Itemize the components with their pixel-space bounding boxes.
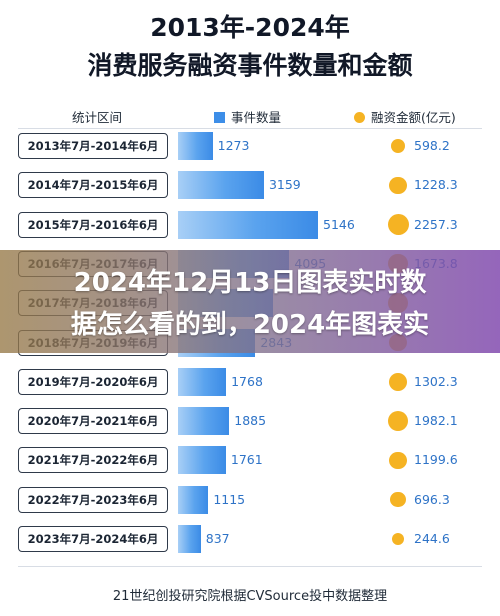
chart-title-line1: 2013年-2024年 xyxy=(150,13,350,42)
count-bar xyxy=(178,485,209,514)
count-value-label: 1768 xyxy=(231,373,263,389)
amount-value-label: 1199.6 xyxy=(414,452,458,468)
count-value-label: 1115 xyxy=(213,491,246,507)
amount-value-label: 1228.3 xyxy=(414,177,458,193)
amount-circle xyxy=(389,176,407,195)
amount-circle xyxy=(389,372,407,391)
table-row: 2014年7月-2015年6月 3159 1228.3 xyxy=(0,170,500,200)
amount-value-label: 1302.3 xyxy=(414,373,458,389)
overlay-text-line2: 据怎么看的到，2024年图表实 xyxy=(70,310,430,340)
period-label: 2014年7月-2015年6月 xyxy=(18,172,168,199)
amount-circle xyxy=(387,214,409,236)
count-bar xyxy=(178,210,318,239)
amount-legend: 融资金额(亿元) xyxy=(354,107,456,126)
overlay-text-line1: 2024年12月13日图表实时数 xyxy=(73,268,427,298)
period-label: 2023年7月-2024年6月 xyxy=(18,526,168,552)
count-value-label: 5146 xyxy=(323,216,355,232)
amount-value-label: 1982.1 xyxy=(414,413,458,429)
period-label: 2013年7月-2014年6月 xyxy=(18,133,168,159)
count-bar xyxy=(178,171,264,200)
amount-circle xyxy=(391,532,405,546)
count-legend: 事件数量 xyxy=(214,107,281,126)
period-label: 2021年7月-2022年6月 xyxy=(18,447,168,474)
count-legend-swatch xyxy=(214,112,225,123)
count-value-label: 837 xyxy=(205,531,230,546)
amount-value-label: 244.6 xyxy=(414,531,450,546)
table-row: 2022年7月-2023年6月 1115 696.3 xyxy=(0,485,500,515)
title-overlay-band xyxy=(0,250,500,353)
chart-header: 统计区间 事件数量 融资金额(亿元) xyxy=(18,104,482,126)
amount-value-label: 696.3 xyxy=(414,491,450,507)
table-row: 2023年7月-2024年6月 837 244.6 xyxy=(0,524,500,554)
amount-circle xyxy=(390,138,406,154)
amount-circle xyxy=(390,492,406,508)
amount-value-label: 598.2 xyxy=(414,138,450,153)
table-row: 2015年7月-2016年6月 5146 2257.3 xyxy=(0,210,500,240)
period-label: 2015年7月-2016年6月 xyxy=(18,211,168,238)
count-value-label: 1273 xyxy=(217,138,250,153)
period-label: 2020年7月-2021年6月 xyxy=(18,408,168,435)
period-label: 2022年7月-2023年6月 xyxy=(18,486,168,513)
header-divider xyxy=(18,128,482,129)
amount-circle xyxy=(389,451,407,470)
count-legend-label: 事件数量 xyxy=(231,110,282,125)
source-footer: 21世纪创投研究院根据CVSource投中数据整理 xyxy=(112,589,388,604)
count-bar xyxy=(178,446,226,475)
table-row: 2021年7月-2022年6月 1761 1199.6 xyxy=(0,445,500,475)
amount-circle xyxy=(387,411,409,432)
table-row: 2013年7月-2014年6月 1273 598.2 xyxy=(0,131,500,161)
count-bar xyxy=(178,525,201,553)
amount-value-label: 2257.3 xyxy=(414,216,458,232)
chart-title-line2: 消费服务融资事件数量和金额 xyxy=(87,51,413,80)
bottom-divider xyxy=(18,566,482,567)
table-row: 2019年7月-2020年6月 1768 1302.3 xyxy=(0,367,500,397)
count-value-label: 3159 xyxy=(268,177,301,193)
amount-legend-dot xyxy=(354,112,365,123)
count-value-label: 1761 xyxy=(230,452,263,468)
table-row: 2020年7月-2021年6月 1885 1982.1 xyxy=(0,406,500,436)
range-column-header: 统计区间 xyxy=(72,110,123,125)
count-bar xyxy=(178,407,230,436)
count-bar xyxy=(178,367,227,396)
count-bar xyxy=(178,132,213,160)
amount-legend-label: 融资金额(亿元) xyxy=(371,110,456,125)
period-label: 2019年7月-2020年6月 xyxy=(18,368,168,395)
count-value-label: 1885 xyxy=(234,413,267,429)
